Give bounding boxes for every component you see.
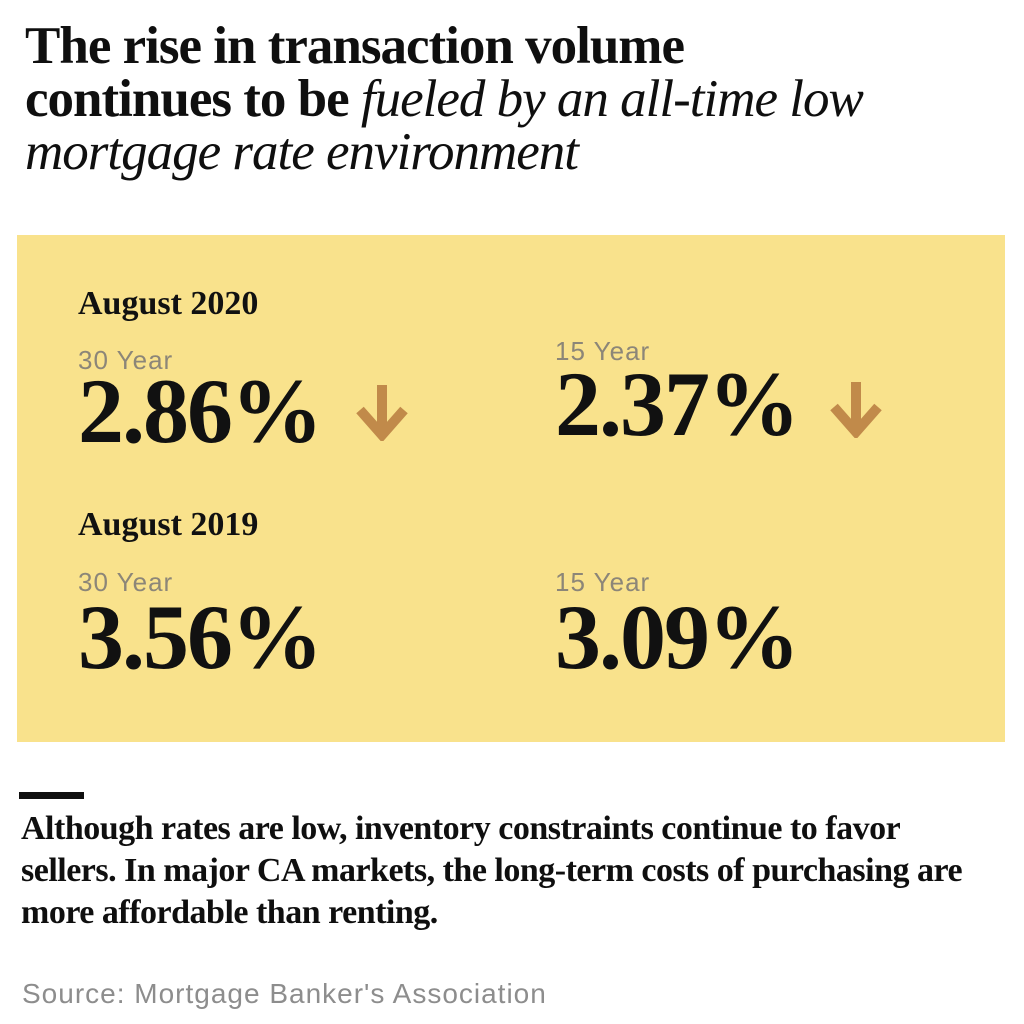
down-arrow-icon [353,383,411,441]
down-arrow-icon [827,380,885,438]
title-italic-segment: mortgage rate environment [25,123,579,181]
title-line: The rise in transaction volume [25,20,863,73]
period-heading-august-2019: August 2019 [78,506,259,543]
title-italic-segment: fueled by an all-time low [360,70,864,128]
term-label-30-year-2019: 30 Year [78,567,174,597]
title-bold-segment: The rise in transaction volume [25,17,685,75]
mortgage-rates-card: August 2020 30 Year 2.86% 15 Year 2.37% … [17,235,1005,742]
page-title: The rise in transaction volume continues… [25,20,864,179]
rate-value-30-year-2019: 3.56% [78,586,323,688]
term-label-15-year-2019: 15 Year [555,567,651,597]
rate-value-15-year-2019: 3.09% [555,586,800,688]
note-text: Although rates are low, inventory constr… [21,810,963,931]
term-label-15-year-2020: 15 Year [555,336,651,366]
source-text: Source: Mortgage Banker's Association [22,978,547,1009]
divider-dash [19,792,84,799]
period-heading-august-2020: August 2020 [78,285,259,322]
rate-value-15-year-2020: 2.37% [555,353,800,455]
rate-value-30-year-2020: 2.86% [78,360,323,462]
title-bold-segment: continues to be [25,70,361,128]
title-line: mortgage rate environment [25,126,863,179]
title-line: continues to be fueled by an all-time lo… [25,70,864,128]
term-label-30-year-2020: 30 Year [78,345,174,375]
